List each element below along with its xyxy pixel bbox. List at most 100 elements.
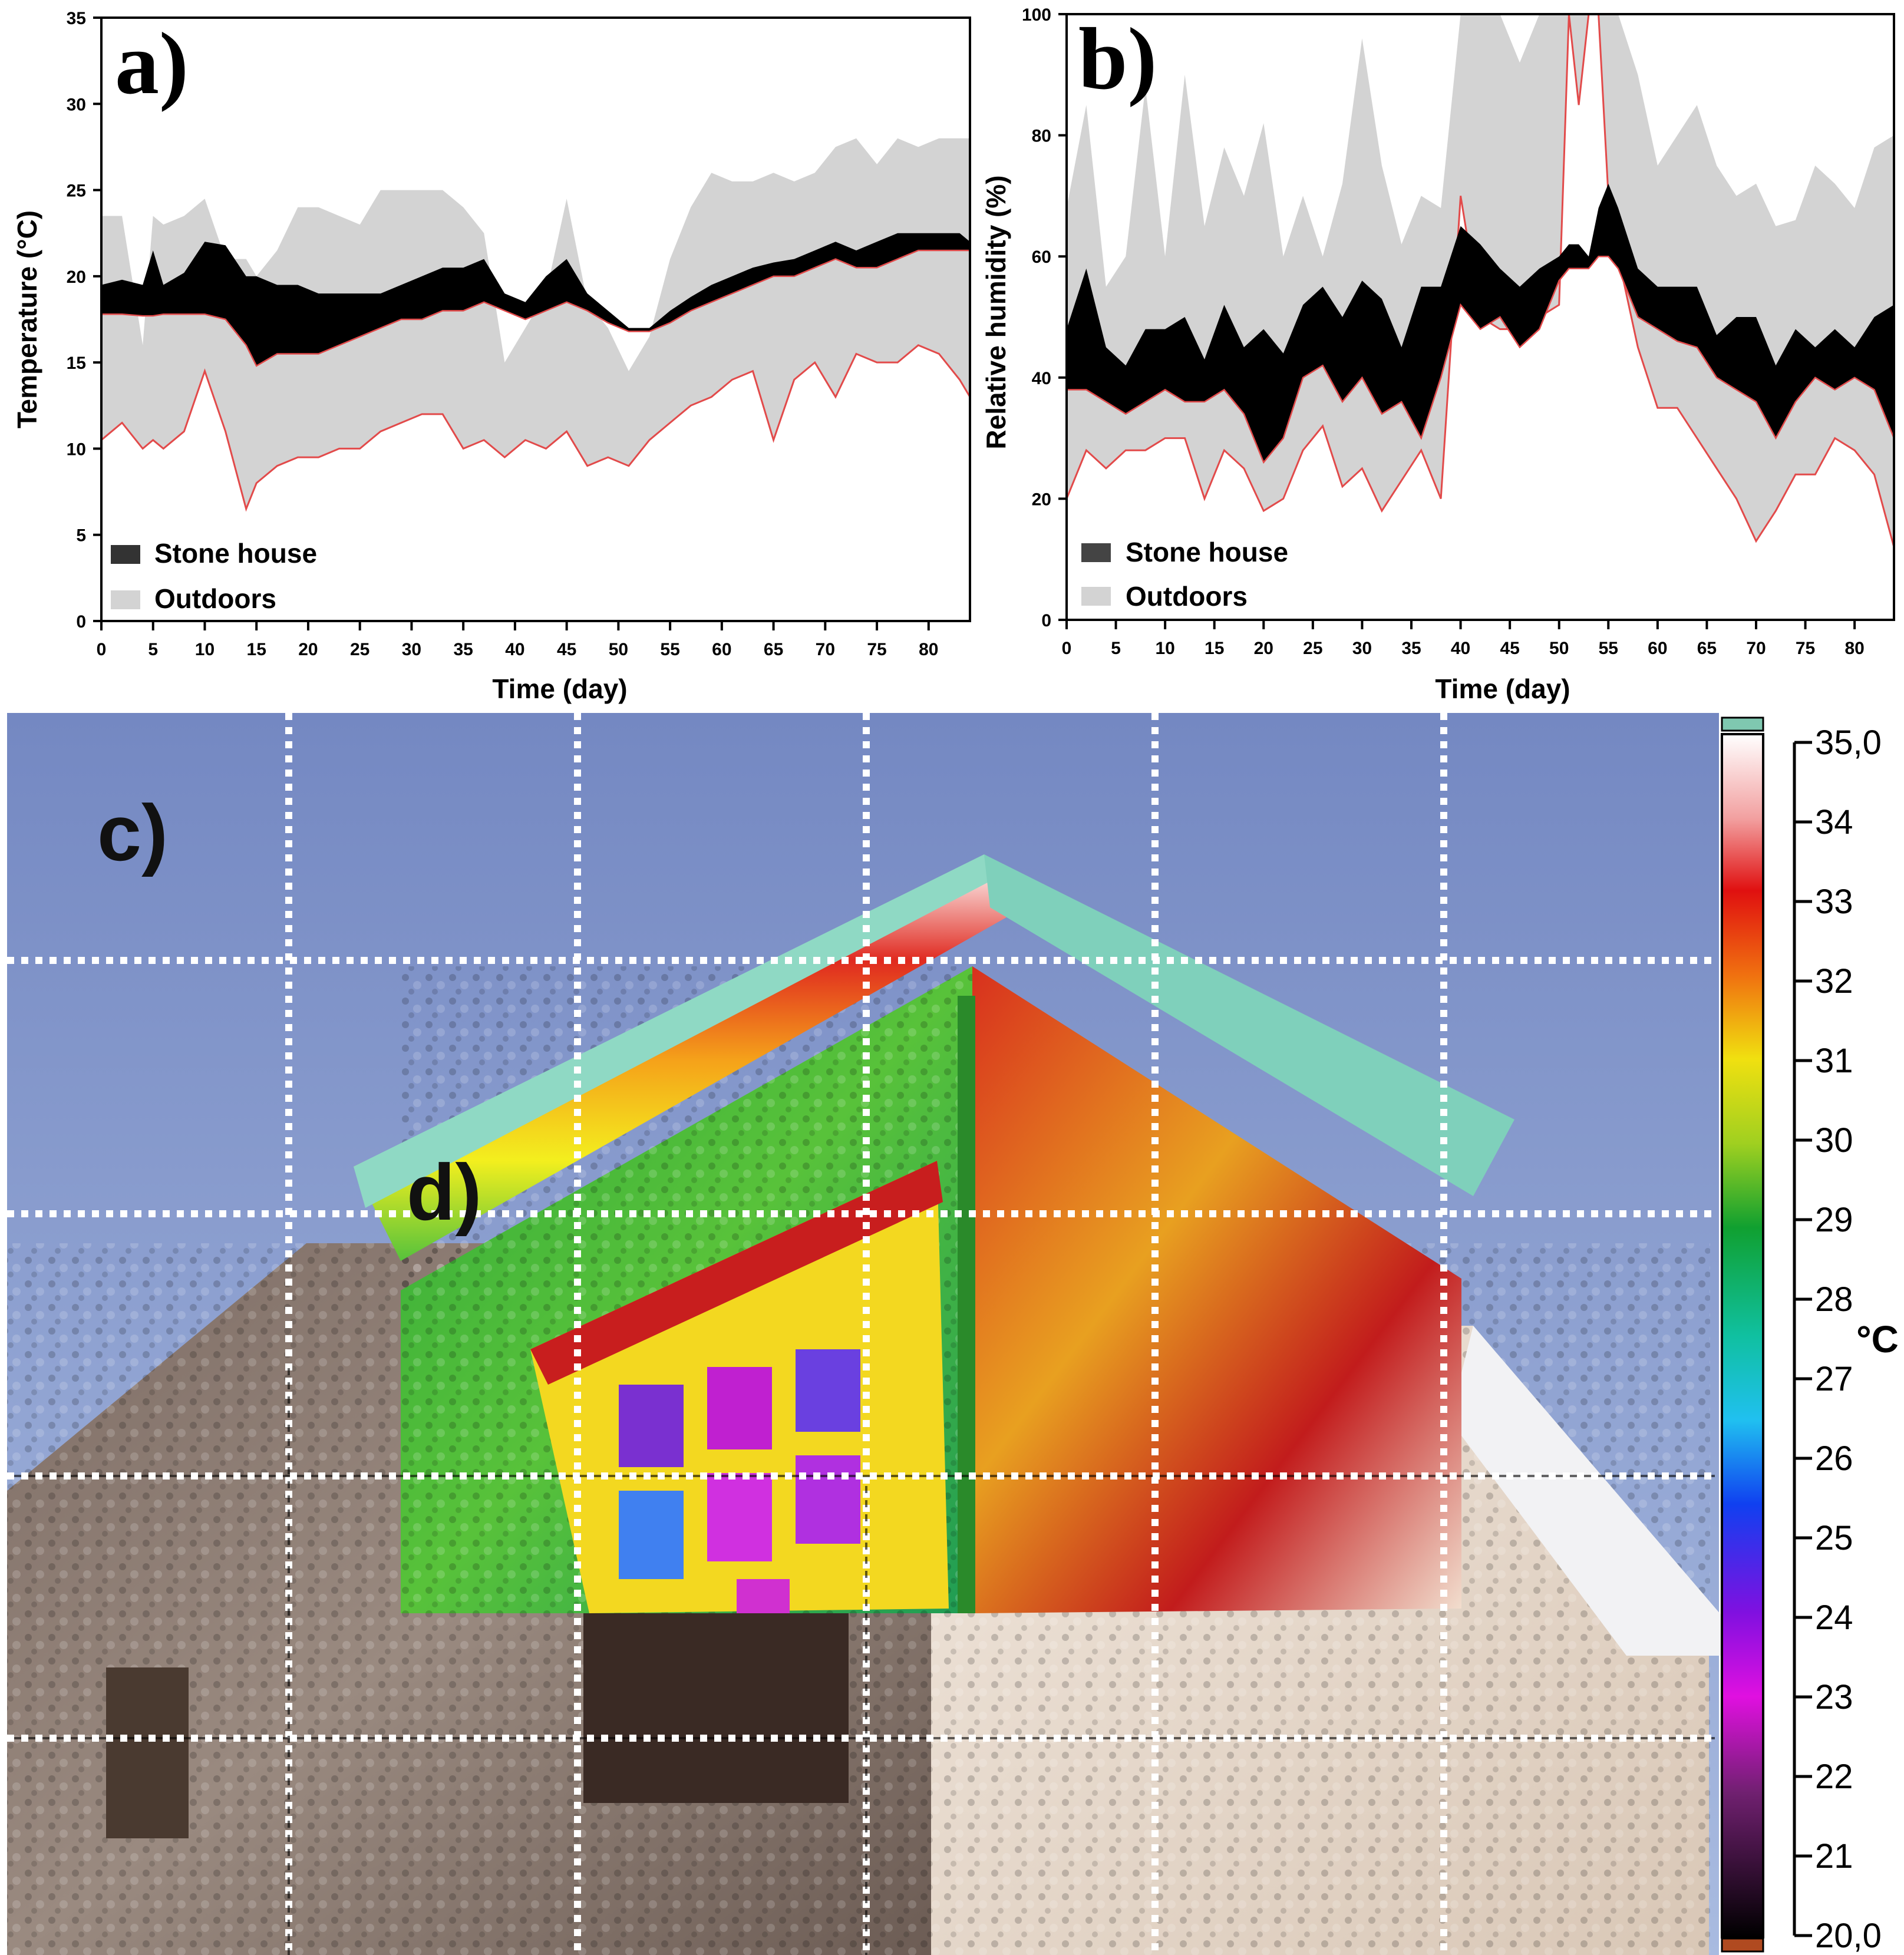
humidity-y-ticks: 0 20 40 60 80 100 xyxy=(1022,5,1067,630)
panel-label-c: c) xyxy=(97,788,168,877)
temperature-x-tick-label: 0 xyxy=(97,640,107,659)
temperature-stone-house-band xyxy=(101,233,970,366)
humidity-x-tick-label: 40 xyxy=(1451,639,1470,658)
thermal-overlay-roof-cold xyxy=(354,854,1008,1208)
panel-label-b: b) xyxy=(1078,10,1157,108)
photo-grid xyxy=(7,713,1715,1955)
temperature-x-tick-label: 40 xyxy=(505,640,524,659)
humidity-x-tick-label: 55 xyxy=(1599,639,1618,658)
humidity-x-tick-label: 10 xyxy=(1155,639,1174,658)
legend-label-stone-house: Stone house xyxy=(154,538,317,569)
thermal-overlay-corner xyxy=(958,996,975,1613)
legend-label-outdoors: Outdoors xyxy=(154,583,276,614)
temperature-y-tick-label: 10 xyxy=(67,440,86,459)
temperature-x-tick-label: 70 xyxy=(816,640,835,659)
thermal-overlay-right-wall xyxy=(972,966,1461,1613)
humidity-x-ticks: 0 5 10 15 20 25 30 35 40 45 50 55 60 65 70 75 80 xyxy=(1062,620,1865,658)
house-window-left xyxy=(106,1667,189,1838)
thermal-overlay-roof-right xyxy=(984,854,1514,1196)
temperature-plot-frame xyxy=(100,16,971,622)
humidity-x-tick-label: 0 xyxy=(1062,639,1072,658)
temperature-x-tick-label: 55 xyxy=(660,640,679,659)
legend-swatch-stone-house xyxy=(111,545,140,564)
legend-swatch-stone-house xyxy=(1081,543,1111,562)
humidity-x-tick-label: 65 xyxy=(1697,639,1717,658)
humidity-chart: 0 5 10 15 20 25 30 35 40 45 50 55 60 65 70 75 80 0 20 40 60… xyxy=(981,5,1895,704)
colorbar-ticks: 35,0 34 33 32 31 30 29 28 27 26 25 24 23 22 21 20,0 xyxy=(1794,724,1882,1955)
humidity-stone-house-min-line xyxy=(1067,255,1895,464)
colorbar-tick-label: 34 xyxy=(1815,803,1853,841)
humidity-y-tick-label: 100 xyxy=(1022,5,1051,25)
window-pane xyxy=(619,1385,684,1467)
humidity-x-axis-label: Time (day) xyxy=(1435,673,1570,704)
temperature-outdoors-min-line xyxy=(101,344,971,512)
temperature-plot-area xyxy=(101,138,971,512)
temperature-colorbar: 35,0 34 33 32 31 30 29 28 27 26 25 24 23 22 21 20,0 °C xyxy=(1721,716,1899,1955)
legend-label-stone-house: Stone house xyxy=(1126,537,1288,567)
temperature-x-tick-label: 15 xyxy=(247,640,266,659)
humidity-x-tick-label: 35 xyxy=(1401,639,1421,658)
temperature-y-tick-label: 25 xyxy=(67,181,86,201)
humidity-x-tick-label: 60 xyxy=(1648,639,1667,658)
temperature-y-axis-label: Temperature (°C) xyxy=(12,210,42,428)
humidity-x-tick-label: 70 xyxy=(1746,639,1766,658)
colorbar-unit: °C xyxy=(1856,1318,1899,1360)
colorbar-tick-label: 35,0 xyxy=(1815,724,1882,762)
house-roof-edge xyxy=(1450,1326,1721,1656)
temperature-x-tick-label: 50 xyxy=(609,640,628,659)
window-pane xyxy=(707,1367,772,1449)
thermal-photo-panel: c) d) 35,0 34 33 32 31 30 29 28 27 26 25 24 23 22 21 20… xyxy=(7,713,1899,1955)
colorbar-tick-label: 27 xyxy=(1815,1360,1853,1398)
panel-label-a: a) xyxy=(115,15,189,113)
temperature-x-tick-label: 20 xyxy=(298,640,318,659)
colorbar-tick-label: 33 xyxy=(1815,883,1853,921)
humidity-plot-frame xyxy=(1065,13,1895,621)
temperature-y-tick-label: 20 xyxy=(67,268,86,287)
colorbar-tick-label: 20,0 xyxy=(1815,1917,1882,1955)
temperature-x-tick-label: 35 xyxy=(453,640,473,659)
window-pane xyxy=(707,1473,772,1561)
humidity-x-tick-label: 5 xyxy=(1111,639,1121,658)
humidity-x-tick-label: 80 xyxy=(1844,639,1864,658)
temperature-y-tick-label: 30 xyxy=(67,95,86,114)
humidity-x-tick-label: 50 xyxy=(1549,639,1569,658)
window-pane xyxy=(737,1579,790,1613)
temperature-x-tick-label: 5 xyxy=(148,640,158,659)
colorbar-tick-label: 26 xyxy=(1815,1439,1853,1478)
colorbar-tick-label: 29 xyxy=(1815,1201,1853,1239)
window-pane xyxy=(619,1491,684,1579)
temperature-x-tick-label: 65 xyxy=(764,640,783,659)
humidity-x-tick-label: 25 xyxy=(1303,639,1322,658)
humidity-y-axis-label: Relative humidity (%) xyxy=(981,175,1011,449)
temperature-y-tick-label: 0 xyxy=(76,612,86,632)
legend-label-outdoors: Outdoors xyxy=(1126,581,1248,612)
legend-swatch-outdoors xyxy=(1081,587,1111,606)
colorbar-tick-label: 24 xyxy=(1815,1599,1853,1637)
temperature-x-ticks: 0 5 10 15 20 25 30 35 40 45 50 55 60 65 70 75 80 xyxy=(97,621,938,659)
humidity-x-tick-label: 30 xyxy=(1352,639,1372,658)
temperature-x-tick-label: 25 xyxy=(350,640,369,659)
humidity-legend: Stone house Outdoors xyxy=(1081,537,1288,612)
temperature-x-axis-label: Time (day) xyxy=(492,673,627,704)
colorbar-cap-top xyxy=(1721,716,1764,732)
photo-grid-shadow xyxy=(7,1361,1715,1955)
window-pane xyxy=(796,1349,860,1432)
humidity-y-tick-label: 40 xyxy=(1032,369,1051,388)
temperature-stone-house-min-line xyxy=(101,249,970,367)
thermal-overlay-window-panes xyxy=(619,1349,860,1613)
humidity-y-tick-label: 60 xyxy=(1032,247,1051,267)
humidity-plot-area xyxy=(1065,13,1895,547)
temperature-outdoors-band xyxy=(101,138,970,509)
colorbar-gradient xyxy=(1721,733,1764,1939)
humidity-y-tick-label: 80 xyxy=(1032,127,1051,146)
humidity-x-tick-label: 75 xyxy=(1796,639,1815,658)
temperature-x-tick-label: 30 xyxy=(402,640,421,659)
colorbar-tick-label: 30 xyxy=(1815,1121,1853,1160)
humidity-stone-house-band xyxy=(1067,183,1894,463)
temperature-x-tick-label: 10 xyxy=(195,640,215,659)
colorbar-tick-label: 21 xyxy=(1815,1837,1853,1875)
temperature-chart: 0 5 10 15 20 25 30 35 40 45 50 55 60 65 70 75 80 0 5 10 15 2… xyxy=(12,9,971,704)
temperature-y-tick-label: 15 xyxy=(67,354,86,373)
legend-swatch-outdoors xyxy=(111,590,140,609)
temperature-x-tick-label: 45 xyxy=(557,640,576,659)
